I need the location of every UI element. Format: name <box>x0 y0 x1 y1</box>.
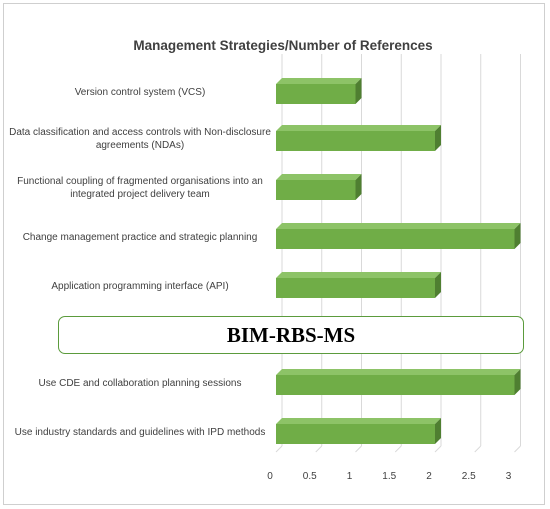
bar-front <box>276 424 435 444</box>
bar <box>276 78 362 104</box>
bar-side <box>514 223 521 249</box>
bar-top <box>276 125 441 131</box>
x-tick-label: 3 <box>505 471 512 482</box>
bar-side <box>435 418 441 444</box>
bar <box>276 125 441 151</box>
gridline-floor <box>355 445 362 453</box>
bar <box>276 272 441 298</box>
bar-front <box>276 229 515 249</box>
bar-top <box>276 174 362 180</box>
bar-front <box>276 84 356 104</box>
x-tick-label: 0.5 <box>302 471 317 482</box>
bim-rbs-ms-banner: BIM-RBS-MS <box>58 316 524 354</box>
gridline-floor <box>474 445 482 453</box>
bar-top <box>276 369 521 375</box>
category-label: Use CDE and collaboration planning sessi… <box>38 377 242 389</box>
bar <box>276 418 441 444</box>
gridline-floor <box>434 445 442 453</box>
chart-frame <box>3 3 545 505</box>
category-label: Change management practice and strategic… <box>22 231 258 243</box>
x-tick-label: 1 <box>346 471 353 482</box>
category-label: Version control system (VCS) <box>74 86 206 98</box>
category-label: Use industry standards and guidelines wi… <box>14 426 266 438</box>
category-label: Functional coupling of fragmented organi… <box>17 176 263 200</box>
gridline-floor <box>315 445 323 453</box>
bar-front <box>276 180 356 200</box>
bar-front <box>276 131 435 151</box>
bar-top <box>276 418 441 424</box>
x-tick-label: 1.5 <box>382 471 397 482</box>
bar-top <box>276 272 441 278</box>
bar <box>276 223 521 249</box>
bar-front <box>276 375 515 395</box>
bar-top <box>276 78 362 84</box>
bar <box>276 174 362 200</box>
x-tick-label: 2 <box>426 471 432 482</box>
bar-front <box>276 278 435 298</box>
bar-side <box>355 174 362 200</box>
gridline-floor <box>514 445 521 453</box>
bar-side <box>355 78 362 104</box>
x-tick-label: 2.5 <box>461 471 476 482</box>
bar-side <box>435 125 441 151</box>
chart-title: Management Strategies/Number of Referenc… <box>133 38 433 53</box>
category-label: Data classification and access controls … <box>9 127 271 151</box>
category-label: Application programming interface (API) <box>51 280 229 292</box>
bar-top <box>276 223 521 229</box>
gridline-floor <box>394 445 402 453</box>
gridline-floor <box>275 445 283 453</box>
x-tick-label: 0 <box>267 471 273 482</box>
bar-side <box>435 272 441 298</box>
bar-side <box>514 369 521 395</box>
bar <box>276 369 521 395</box>
